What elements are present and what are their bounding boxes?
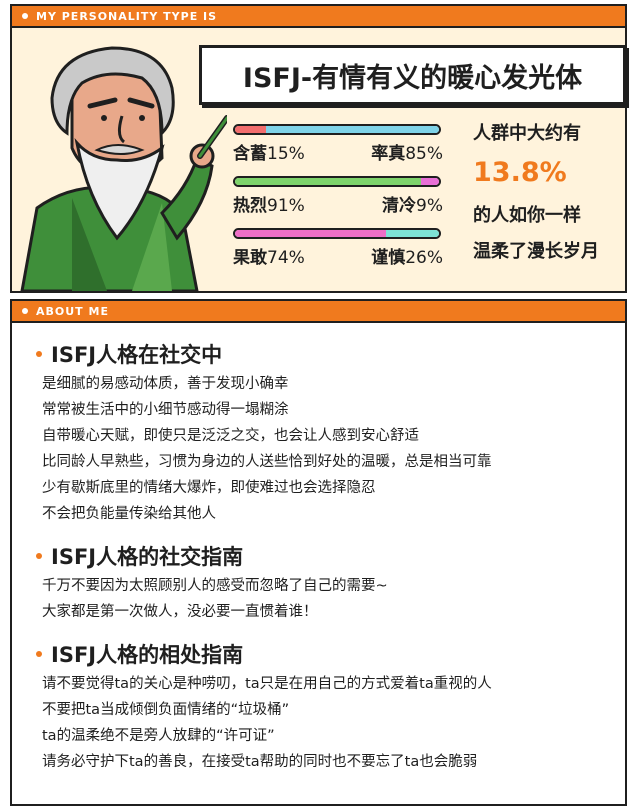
trait-right-label: 清冷9% [382,196,443,216]
trait-bar [233,124,441,135]
section-line: 请务必守护下ta的善良，在接受ta帮助的同时也不要忘了ta也会脆弱 [42,754,478,770]
section-line: 不要把ta当成倾倒负面情绪的“垃圾桶” [42,702,290,718]
section-title: ISFJ人格的相处指南 [36,639,611,669]
section-line: 不会把负能量传染给其他人 [42,506,216,522]
section-line: ta的温柔绝不是旁人放肆的“许可证” [42,728,275,744]
population-stat: 人群中大约有 13.8% 的人如你一样 温柔了漫长岁月 [473,121,623,265]
stat-line-2: 的人如你一样 [473,205,581,226]
trait-bar-left-fill [235,230,386,237]
trait-bar-left-fill [235,126,266,133]
about-me-card: ABOUT ME ISFJ人格在社交中 是细腻的易感动体质，善于发现小确幸 常常… [10,299,627,806]
trait-right-label: 率真85% [371,144,443,164]
trait-bar-left-fill [235,178,421,185]
bullet-icon [36,651,42,657]
section-line: 比同龄人早熟些，习惯为身边的人送些恰到好处的温暖，总是相当可靠 [42,454,492,470]
personality-type-header-label: MY PERSONALITY TYPE IS [36,9,218,23]
personality-type-card: MY PERSONALITY TYPE IS [10,4,627,293]
section-line: 少有歇斯底里的情绪大爆炸，即使难过也会选择隐忍 [42,480,376,496]
trait-bar-right-fill [420,178,439,185]
section-line: 是细腻的易感动体质，善于发现小确幸 [42,376,289,392]
personality-title: ISFJ-有情有义的暖心发光体 [199,45,626,105]
bullet-icon [36,553,42,559]
personality-type-header: MY PERSONALITY TYPE IS [12,6,625,28]
about-me-header: ABOUT ME [12,301,625,323]
personality-type-body: ISFJ-有情有义的暖心发光体 含蓄15% 率真85% 热烈91% 清冷9% [12,28,626,291]
trait-left-label: 热烈91% [233,196,305,216]
about-me-body: ISFJ人格在社交中 是细腻的易感动体质，善于发现小确幸 常常被生活中的小细节感… [12,323,625,775]
trait-row: 含蓄15% 率真85% [233,124,443,176]
trait-row: 热烈91% 清冷9% [233,176,443,228]
section-line: 自带暖心天赋，即使只是泛泛之交，也会让人感到安心舒适 [42,428,419,444]
trait-left-label: 果敢74% [233,248,305,268]
wizard-illustration-icon [20,46,227,291]
section-title: ISFJ人格在社交中 [36,339,611,369]
about-me-header-label: ABOUT ME [36,304,109,318]
section-line: 请不要觉得ta的关心是种唠叨，ta只是在用自己的方式爱着ta重视的人 [42,676,492,692]
stat-percent: 13.8% [473,157,567,188]
header-dot-icon [22,13,28,19]
header-dot-icon [22,308,28,314]
section-line: 千万不要因为太照顾别人的感受而忽略了自己的需要~ [42,578,388,594]
bullet-icon [36,351,42,357]
section-line: 常常被生活中的小细节感动得一塌糊涂 [42,402,289,418]
trait-right-label: 谨慎26% [371,248,443,268]
trait-bar [233,228,441,239]
stat-line-3: 温柔了漫长岁月 [473,241,599,262]
trait-bar [233,176,441,187]
trait-left-label: 含蓄15% [233,144,305,164]
trait-bar-right-fill [385,230,439,237]
trait-row: 果敢74% 谨慎26% [233,228,443,280]
trait-bar-right-fill [265,126,439,133]
stat-line-1: 人群中大约有 [473,123,581,144]
section-line: 大家都是第一次做人，没必要一直惯着谁！ [42,604,318,620]
section-title: ISFJ人格的社交指南 [36,541,611,571]
trait-bars: 含蓄15% 率真85% 热烈91% 清冷9% 果敢74% 谨慎26% [233,124,443,280]
